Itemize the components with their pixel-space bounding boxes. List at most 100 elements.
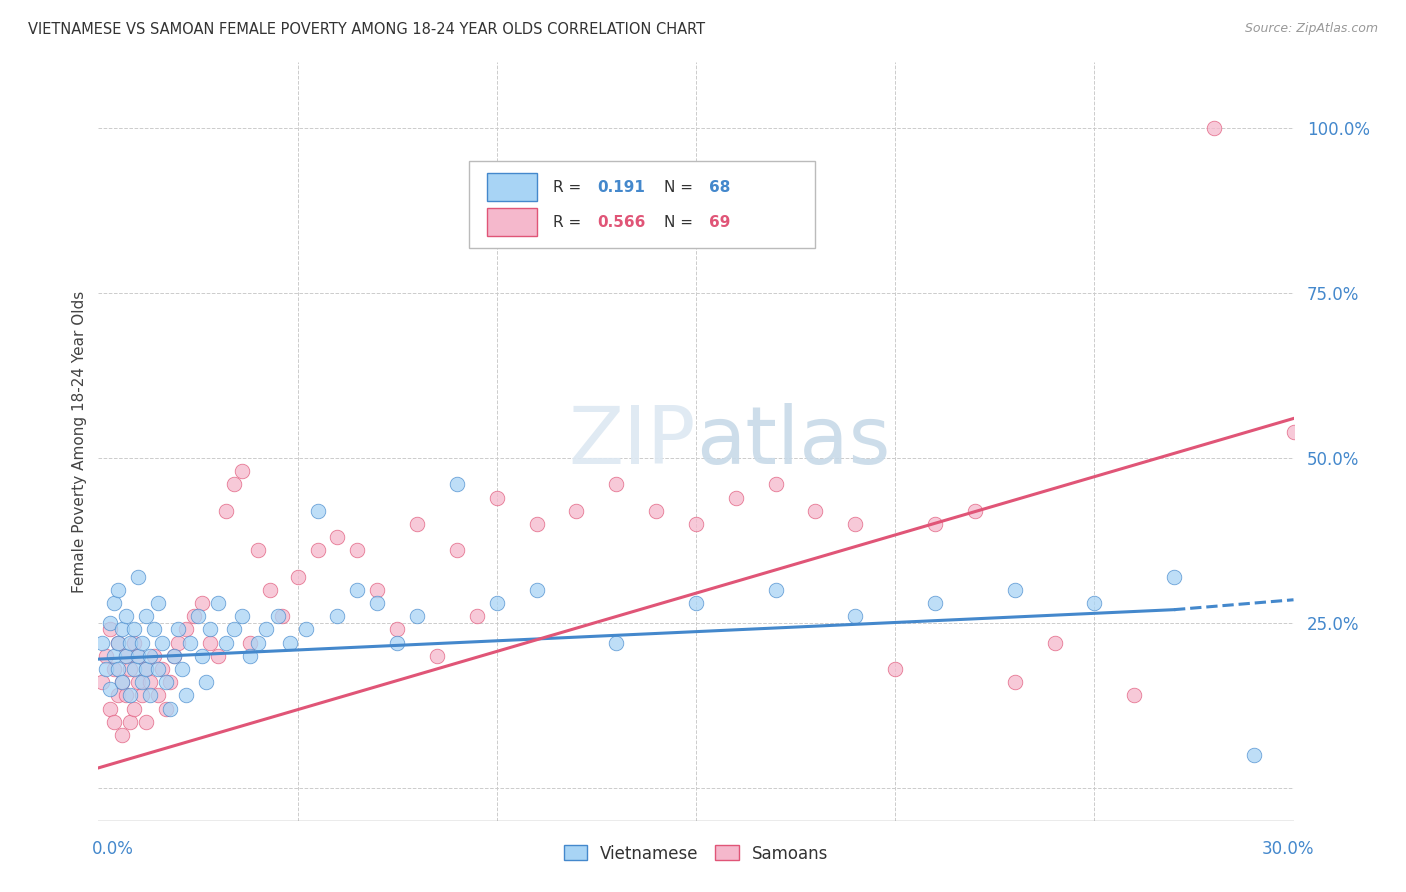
Point (1004, 675, 1026, 690)
Text: VIETNAMESE VS SAMOAN FEMALE POVERTY AMONG 18-24 YEAR OLDS CORRELATION CHART: VIETNAMESE VS SAMOAN FEMALE POVERTY AMON… (28, 22, 706, 37)
FancyBboxPatch shape (486, 209, 537, 235)
Point (98, 615, 122, 630)
Point (685, 596, 707, 610)
Point (485, 491, 508, 505)
Text: 68: 68 (709, 179, 731, 194)
Point (107, 689, 129, 703)
Point (426, 648, 449, 663)
Point (1282, 425, 1305, 439)
Point (148, 596, 170, 610)
FancyBboxPatch shape (486, 173, 537, 201)
Point (307, 504, 329, 518)
Point (96, 662, 118, 676)
Point (135, 609, 157, 624)
Point (120, 662, 142, 676)
Point (172, 662, 194, 676)
Point (98, 623, 122, 637)
Text: atlas: atlas (696, 402, 890, 481)
Text: N =: N = (664, 215, 697, 229)
Text: 30.0%: 30.0% (1263, 840, 1315, 858)
Point (605, 477, 627, 491)
Point (1243, 747, 1265, 762)
Point (103, 714, 125, 729)
Point (222, 477, 245, 491)
Text: R =: R = (553, 215, 586, 229)
Point (139, 689, 162, 703)
Point (765, 582, 787, 597)
Point (103, 596, 125, 610)
Point (174, 689, 197, 703)
Point (963, 504, 986, 518)
Point (366, 582, 388, 597)
Text: N =: N = (664, 179, 697, 194)
Point (246, 635, 269, 649)
Point (163, 648, 186, 663)
Text: 0.0%: 0.0% (91, 840, 134, 858)
Point (645, 504, 668, 518)
Point (139, 675, 162, 690)
Point (120, 689, 142, 703)
Point (103, 648, 125, 663)
Point (148, 662, 170, 676)
Text: ZIP: ZIP (568, 402, 696, 481)
Point (183, 609, 205, 624)
Point (465, 609, 488, 624)
Point (111, 675, 134, 690)
Point (135, 662, 157, 676)
Point (195, 675, 218, 690)
Point (231, 464, 253, 478)
Point (1083, 596, 1105, 610)
Point (127, 675, 149, 690)
Point (765, 477, 787, 491)
Point (131, 675, 153, 690)
Point (127, 570, 149, 584)
Point (103, 662, 125, 676)
Point (127, 648, 149, 663)
Point (131, 689, 153, 703)
Point (115, 689, 138, 703)
Point (346, 543, 368, 558)
Point (124, 623, 146, 637)
Point (124, 662, 146, 676)
Point (215, 635, 238, 649)
Legend: Vietnamese, Samoans: Vietnamese, Samoans (557, 838, 835, 869)
Point (1043, 635, 1066, 649)
Point (159, 701, 181, 715)
Point (326, 609, 349, 624)
Point (446, 543, 468, 558)
Point (406, 609, 429, 624)
Point (724, 491, 747, 505)
Point (346, 582, 368, 597)
Point (107, 635, 129, 649)
Point (111, 675, 134, 690)
Point (91, 635, 114, 649)
Point (222, 623, 245, 637)
Point (605, 635, 627, 649)
Point (385, 635, 409, 649)
Point (124, 635, 146, 649)
Point (96, 648, 118, 663)
Point (167, 623, 190, 637)
Point (198, 635, 221, 649)
Point (120, 714, 142, 729)
Point (215, 504, 238, 518)
Point (174, 623, 197, 637)
Point (150, 635, 173, 649)
Point (1163, 570, 1185, 584)
Point (207, 596, 229, 610)
Point (406, 516, 429, 531)
Point (844, 516, 866, 531)
Point (326, 530, 349, 544)
Point (294, 623, 316, 637)
FancyBboxPatch shape (470, 161, 815, 248)
Point (267, 609, 290, 624)
Point (131, 635, 153, 649)
Text: R =: R = (553, 179, 586, 194)
Point (844, 609, 866, 624)
Point (167, 635, 190, 649)
Point (179, 635, 201, 649)
Point (231, 609, 253, 624)
Point (526, 516, 548, 531)
Text: Source: ZipAtlas.com: Source: ZipAtlas.com (1244, 22, 1378, 36)
Point (111, 623, 134, 637)
